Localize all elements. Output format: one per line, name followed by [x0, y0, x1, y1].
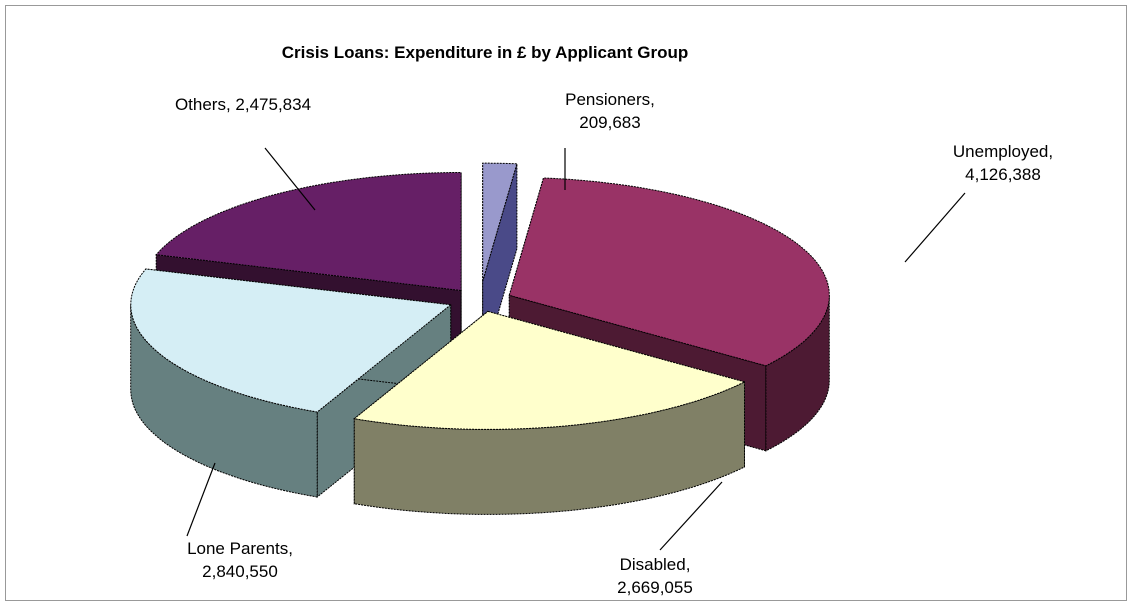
label-line: Unemployed,	[953, 142, 1053, 161]
slice	[508, 177, 830, 367]
slice	[130, 268, 452, 413]
leader-line	[186, 462, 216, 537]
data-label: Lone Parents, 2,840,550	[187, 539, 293, 581]
data-label: Disabled, 2,669,055	[617, 555, 693, 597]
leader-line	[659, 481, 723, 551]
label-line: Lone Parents,	[187, 539, 293, 558]
data-label: Pensioners, 209,683	[565, 90, 655, 132]
data-label: Others, 2,475,834	[175, 95, 311, 114]
leader-line	[904, 192, 966, 263]
slice	[353, 310, 746, 430]
label-line: Pensioners,	[565, 90, 655, 109]
chart-title: Crisis Loans: Expenditure in £ by Applic…	[282, 43, 688, 62]
leader-line	[264, 147, 316, 211]
slice	[482, 162, 518, 282]
slice	[155, 172, 462, 292]
label-line: 2,669,055	[617, 578, 693, 597]
label-line: 4,126,388	[965, 165, 1041, 184]
label-line: Disabled,	[620, 555, 691, 574]
label-line: 2,840,550	[202, 562, 278, 581]
label-line: 209,683	[579, 113, 640, 132]
slice-wall	[130, 304, 318, 498]
data-label: Unemployed, 4,126,388	[953, 142, 1053, 184]
